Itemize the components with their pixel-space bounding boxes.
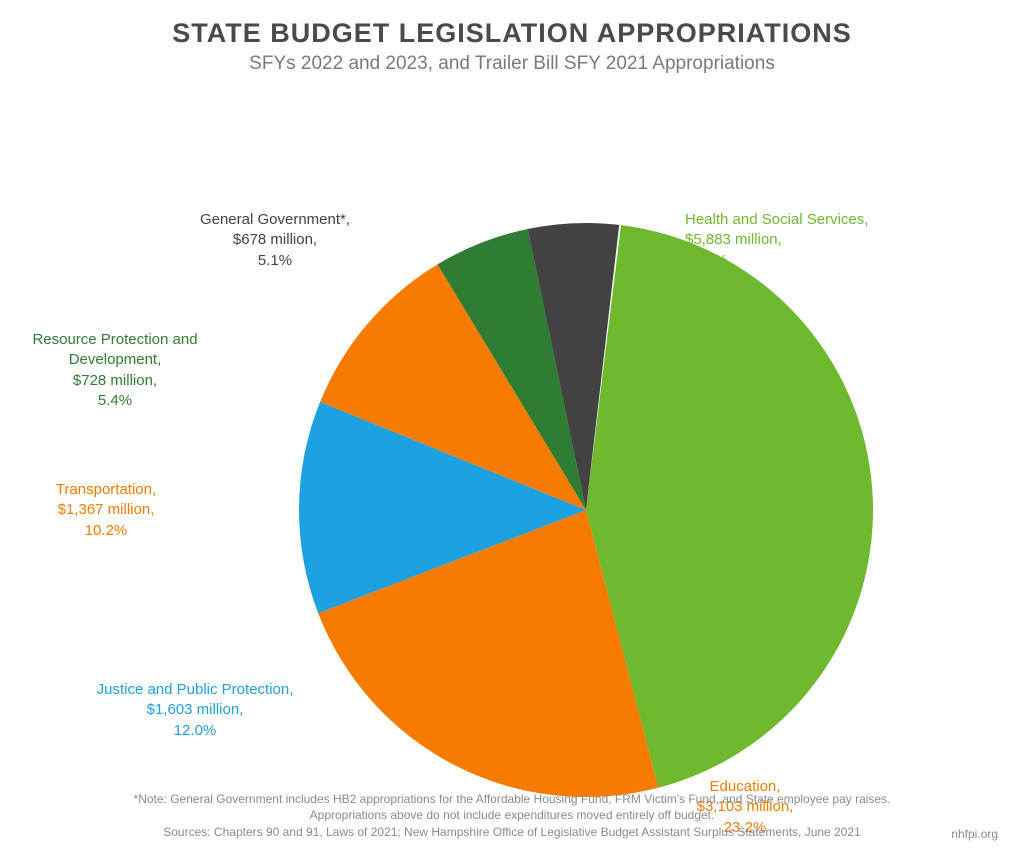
slice-label-percent: 44.0% xyxy=(685,251,905,271)
sources-line: Sources: Chapters 90 and 91, Laws of 202… xyxy=(0,824,1024,841)
attribution: nhfpi.org xyxy=(951,827,998,841)
chart-title: STATE BUDGET LEGISLATION APPROPRIATIONS xyxy=(0,18,1024,49)
slice-label-name: General Government*, xyxy=(165,210,385,230)
slice-label-amount: $728 million, xyxy=(5,371,225,391)
slice-label-name: Resource Protection and Development, xyxy=(5,330,225,371)
slice-label-name: Transportation, xyxy=(0,480,216,500)
slice-label: Health and Social Services,$5,883 millio… xyxy=(685,210,905,271)
slice-label: Transportation,$1,367 million,10.2% xyxy=(0,480,216,541)
slice-label-amount: $678 million, xyxy=(165,230,385,250)
slice-label-percent: 10.2% xyxy=(0,521,216,541)
footnote-block: *Note: General Government includes HB2 a… xyxy=(0,791,1024,841)
slice-label-percent: 12.0% xyxy=(85,721,305,741)
pie-chart-area: Health and Social Services,$5,883 millio… xyxy=(0,75,1024,835)
slice-label-amount: $1,603 million, xyxy=(85,700,305,720)
slice-label: Justice and Public Protection,$1,603 mil… xyxy=(85,680,305,741)
slice-label-amount: $1,367 million, xyxy=(0,500,216,520)
chart-subtitle: SFYs 2022 and 2023, and Trailer Bill SFY… xyxy=(0,53,1024,75)
slice-label-percent: 5.4% xyxy=(5,391,225,411)
slice-label-name: Health and Social Services, xyxy=(685,210,905,230)
slice-label-percent: 5.1% xyxy=(165,251,385,271)
slice-label-name: Justice and Public Protection, xyxy=(85,680,305,700)
slice-label: General Government*,$678 million,5.1% xyxy=(165,210,385,271)
slice-label: Resource Protection and Development,$728… xyxy=(5,330,225,411)
footnote-line1: *Note: General Government includes HB2 a… xyxy=(0,791,1024,808)
footnote-line2: Appropriations above do not include expe… xyxy=(0,807,1024,824)
slice-label-amount: $5,883 million, xyxy=(685,230,905,250)
